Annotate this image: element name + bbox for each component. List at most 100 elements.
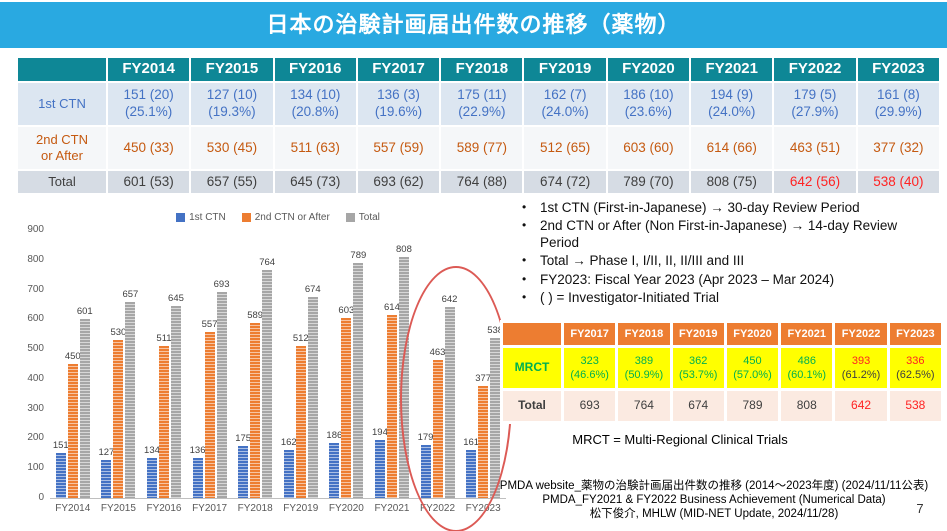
ctn-cell-value: 808 (75) xyxy=(706,173,757,189)
legend-item: 1st CTN xyxy=(176,212,226,223)
ctn-table-cell: 136 (3) (19.6%) xyxy=(357,83,440,125)
x-axis-tick: FY2022 xyxy=(420,503,456,514)
mrct-table-year-header: FY2017 xyxy=(564,323,616,345)
ctn-cell-percent: (20.8%) xyxy=(291,104,339,119)
ctn-cell-percent: (23.6%) xyxy=(624,104,673,119)
ctn-row-label-line: 2nd CTN xyxy=(35,131,89,147)
bar-value-label: 186 xyxy=(326,430,343,441)
ctn-table-cell: 175 (11) (22.9%) xyxy=(441,83,523,125)
ctn-table-cell: 512 (65) xyxy=(524,127,606,169)
bar-1st-ctn: 127 xyxy=(98,447,114,498)
mrct-table-cell: 642 xyxy=(835,391,887,421)
bar-value-label: 162 xyxy=(280,437,297,448)
bar-value-label: 674 xyxy=(304,284,321,295)
ctn-table-cell: 645 (73) xyxy=(274,171,356,193)
mrct-table-cell: 808 xyxy=(781,391,833,421)
ctn-cell-value: 450 (33) xyxy=(123,139,174,155)
mrct-cell-value: 486 xyxy=(797,354,816,367)
bar-total: 764 xyxy=(259,257,275,498)
bar-group: 162 512 674 xyxy=(278,230,324,498)
source-line: PMDA website_薬物の治験計画届出件数の推移 (2014～2023年度… xyxy=(499,480,929,492)
mrct-table-cell: 362 (53.7%) xyxy=(672,348,724,388)
ctn-table-year-header: FY2018 xyxy=(441,58,523,81)
ctn-cell-value: 194 (9) xyxy=(710,87,754,103)
ctn-summary-table: FY2014 FY2015 FY2016 FY2017 FY2018 FY2019 FY20… xyxy=(16,56,941,195)
ctn-cell-value: 162 (7) xyxy=(543,87,587,103)
bar-value-label: 589 xyxy=(247,310,264,321)
bar-1st-ctn: 186 xyxy=(326,430,342,498)
bar-total: 657 xyxy=(122,289,138,498)
mrct-cell-value: 789 xyxy=(742,398,763,413)
mrct-table-year-header: FY2018 xyxy=(618,323,670,345)
page-number: 7 xyxy=(916,501,924,516)
ctn-cell-value: 175 (11) xyxy=(457,87,507,103)
ctn-table-header-row: FY2014 FY2015 FY2016 FY2017 FY2018 FY2019 FY20… xyxy=(18,58,939,81)
bar-total: 693 xyxy=(214,279,230,498)
bar-value-label: 764 xyxy=(259,257,276,268)
ctn-row-label: Total xyxy=(18,171,106,193)
x-axis-tick: FY2017 xyxy=(192,503,228,514)
legend-swatch-icon xyxy=(241,212,251,222)
ctn-table-cell: 764 (88) xyxy=(441,171,523,193)
source-line: 松下俊介, MHLW (MID-NET Update, 2024/11/28) xyxy=(589,507,839,520)
ctn-table-year-header: FY2022 xyxy=(774,58,856,81)
ctn-cell-value: 134 (10) xyxy=(290,87,341,103)
legend-label: 1st CTN xyxy=(189,211,226,223)
ctn-cell-value: 645 (73) xyxy=(290,173,341,189)
ctn-table-row: Total 601 (53) 657 (55) 645 (73) 693 (62) 764… xyxy=(18,171,939,193)
ctn-table-row: 2nd CTN or After 450 (33) 530 (45) 511 (63) 5… xyxy=(18,127,939,169)
mrct-table-cell: 450 (57.0%) xyxy=(726,348,779,388)
chart-x-axis: FY2014 FY2015 FY2016 FY2017 FY2018 FY2019 FY20… xyxy=(50,499,506,514)
bar-total: 538 xyxy=(487,325,503,498)
bar-value-label: 538 xyxy=(487,325,504,336)
bar-2nd-ctn-or-after: 589 xyxy=(247,310,263,498)
y-axis-tick: 700 xyxy=(27,283,44,295)
page-title: 日本の治験計画届出件数の推移（薬物） xyxy=(0,2,947,48)
mrct-table: FY2017 FY2018 FY2019 FY2020 FY2021 FY2022 FY20… xyxy=(500,320,944,424)
bar-2nd-ctn-or-after: 614 xyxy=(384,302,400,498)
note-item: ( ) = Investigator-Initiated Trial xyxy=(514,290,914,306)
x-axis-tick: FY2014 xyxy=(55,503,91,514)
y-axis-tick: 900 xyxy=(27,224,44,235)
y-axis-tick: 300 xyxy=(27,402,44,414)
bar-1st-ctn: 136 xyxy=(190,445,206,498)
bar-value-label: 134 xyxy=(144,445,160,456)
mrct-table-cell: 693 xyxy=(564,391,616,421)
mrct-cell-value: 693 xyxy=(579,398,600,413)
bar-1st-ctn: 175 xyxy=(235,433,251,498)
ctn-table-cell: 642 (56) xyxy=(774,171,856,193)
ctn-cell-percent: (25.1%) xyxy=(125,104,173,119)
bar-value-label: 601 xyxy=(76,306,93,317)
ctn-table-cell: 450 (33) xyxy=(108,127,190,169)
ctn-table-cell: 557 (59) xyxy=(357,127,440,169)
mrct-note: MRCT = Multi-Regional Clinical Trials xyxy=(572,432,788,447)
ctn-cell-value: 764 (88) xyxy=(456,173,507,189)
bar-total: 642 xyxy=(442,294,457,498)
ctn-cell-value: 151 (20) xyxy=(123,87,174,103)
ctn-table-cell: 538 (40) xyxy=(857,171,939,193)
bar-value-label: 808 xyxy=(396,244,412,255)
ctn-table-cell: 614 (66) xyxy=(691,127,773,169)
ctn-cell-value: 657 (55) xyxy=(206,173,258,189)
bar-1st-ctn: 162 xyxy=(281,437,297,498)
bar-2nd-ctn-or-after: 530 xyxy=(110,327,126,498)
bar-group: 136 557 693 xyxy=(187,230,233,498)
mrct-cell-percent: (57.0%) xyxy=(733,369,772,381)
mrct-cell-value: 323 xyxy=(580,354,599,367)
ctn-cell-value: 186 (10) xyxy=(623,87,674,103)
ctn-table-cell: 463 (51) xyxy=(774,127,856,169)
bar-2nd-ctn-or-after: 512 xyxy=(293,333,309,498)
bar-value-label: 614 xyxy=(384,302,400,313)
mrct-cell-percent: (50.9%) xyxy=(624,369,664,381)
bar-value-label: 161 xyxy=(463,437,480,448)
ctn-table-cell: 789 (70) xyxy=(607,171,690,193)
ctn-table-year-header: FY2019 xyxy=(524,58,606,81)
bar-1st-ctn: 194 xyxy=(372,427,388,498)
ctn-table-cell: 603 (60) xyxy=(607,127,690,169)
bar-2nd-ctn-or-after: 463 xyxy=(430,347,445,498)
ctn-cell-value: 377 (32) xyxy=(873,139,924,155)
bar-value-label: 657 xyxy=(122,289,139,300)
ctn-cell-value: 136 (3) xyxy=(377,87,420,103)
ctn-table-row: 1st CTN 151 (20) (25.1%) 127 (10) (19.3%) 134… xyxy=(18,83,939,125)
bar-value-label: 377 xyxy=(475,373,492,384)
